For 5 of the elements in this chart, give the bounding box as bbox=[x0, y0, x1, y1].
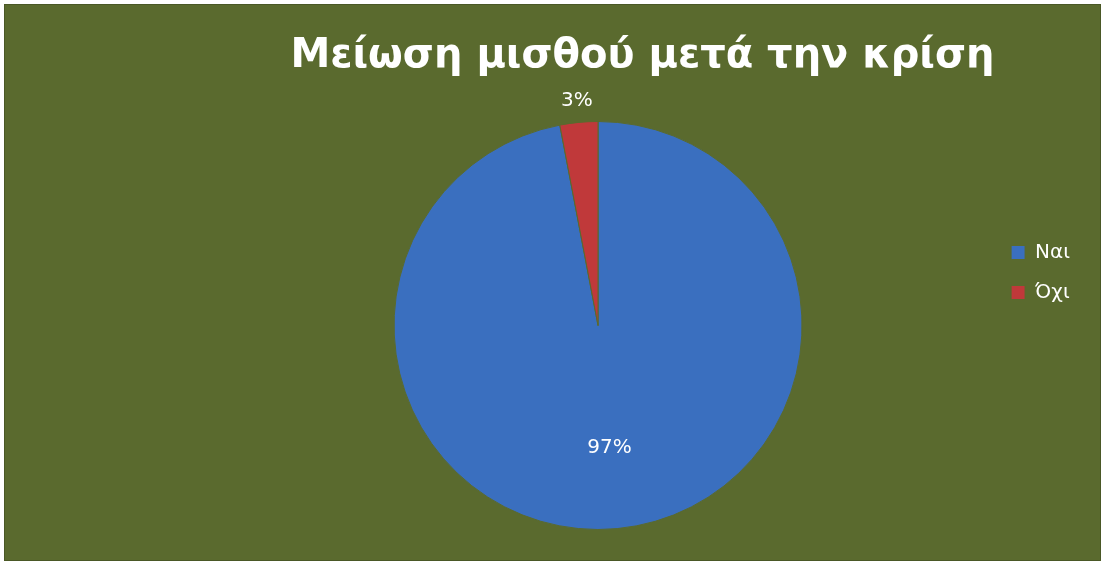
data-label: 97% bbox=[587, 433, 632, 458]
legend-label: Όχι bbox=[1034, 278, 1070, 303]
data-label: 3% bbox=[560, 86, 593, 111]
legend-label: Ναι bbox=[1035, 238, 1071, 263]
chart-title: Μείωση μισθού μετά την κρίση bbox=[290, 30, 995, 77]
